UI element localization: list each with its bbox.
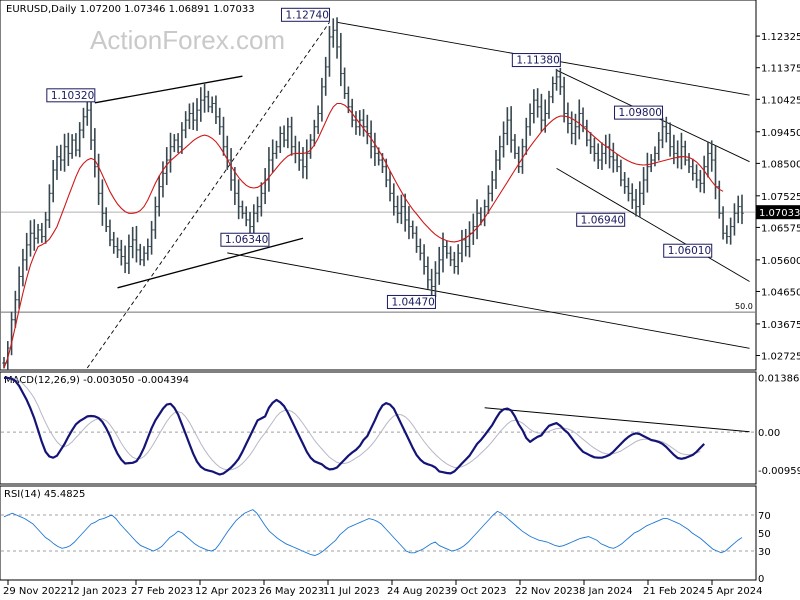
date-tick-label: 12 Jan 2023	[67, 586, 127, 597]
price-annotation-label: 1.10320	[51, 90, 94, 102]
last-price-box	[756, 205, 800, 220]
date-tick-label: 12 Apr 2023	[195, 586, 257, 597]
macd-trendline	[484, 407, 750, 433]
date-tick-label: 5 Apr 2024	[707, 586, 762, 597]
fibonacci-level-label: 50.0	[735, 302, 753, 311]
price-tick-label: 1.09450	[761, 128, 800, 139]
price-annotation-box	[614, 105, 664, 120]
watermark: ActionForex.com	[90, 25, 285, 55]
rsi-tick-label: 50	[758, 529, 771, 540]
trendline	[117, 237, 304, 289]
price-annotation-label: 1.04470	[391, 296, 434, 308]
price-annotation-label: 1.12740	[285, 9, 328, 21]
macd-title: MACD(12,26,9) -0.003050 -0.004394	[4, 375, 189, 386]
rsi-tick-label: 0	[758, 574, 764, 585]
price-annotation-box	[280, 7, 330, 22]
date-tick-label: 9 Oct 2023	[451, 586, 506, 597]
date-tick-label: 26 May 2023	[259, 586, 324, 597]
trendline	[94, 75, 243, 104]
price-tick-label: 1.08500	[761, 159, 800, 170]
date-tick-label: 11 Jul 2023	[323, 586, 380, 597]
price-annotation-label: 1.06340	[225, 234, 268, 246]
macd-tick-label: -0.009599	[758, 466, 800, 477]
price-tick-label: 1.07525	[761, 192, 800, 203]
macd-signal-line	[4, 377, 701, 471]
date-tick-label: 21 Feb 2024	[643, 586, 705, 597]
price-tick-label: 1.05600	[761, 256, 800, 267]
date-tick-label: 27 Feb 2023	[131, 586, 193, 597]
price-tick-label: 1.04650	[761, 287, 800, 298]
macd-tick-label: 0.013867	[758, 374, 800, 385]
price-chart-title: EURUSD,Daily 1.07200 1.07346 1.06891 1.0…	[6, 4, 255, 15]
price-annotation-label: 1.09800	[619, 107, 662, 119]
price-annotation-box	[220, 232, 270, 247]
price-tick-label: 1.02725	[761, 352, 800, 363]
trendline	[556, 167, 750, 282]
price-annotation-box	[663, 243, 713, 258]
price-annotation-box	[46, 88, 96, 103]
price-annotation-label: 1.06940	[581, 214, 624, 226]
moving-average-line	[3, 102, 724, 369]
date-tick-label: 24 Aug 2023	[387, 586, 451, 597]
rsi-line	[3, 509, 743, 556]
price-annotation-box	[386, 294, 436, 309]
date-tick-label: 29 Nov 2022	[3, 586, 67, 597]
price-tick-label: 1.11375	[761, 64, 800, 75]
price-tick-label: 1.12325	[761, 32, 800, 43]
price-annotation-label: 1.06010	[668, 245, 711, 257]
trendline	[227, 252, 750, 349]
macd-panel-frame	[0, 371, 757, 485]
price-annotation-label: 1.11380	[516, 55, 559, 67]
rsi-panel-frame	[0, 485, 757, 581]
trendline	[86, 22, 330, 369]
rsi-tick-label: 70	[758, 511, 771, 522]
price-panel-frame	[0, 0, 757, 371]
last-price-label: 1.07033	[759, 208, 800, 219]
macd-tick-label: 0.00	[758, 428, 780, 439]
date-tick-label: 8 Jan 2024	[579, 586, 633, 597]
rsi-title: RSI(14) 45.4825	[4, 489, 85, 500]
price-tick-label: 1.10425	[761, 95, 800, 106]
price-annotation-box	[576, 212, 626, 227]
price-tick-label: 1.06575	[761, 223, 800, 234]
macd-line	[4, 376, 705, 476]
price-tick-label: 1.03675	[761, 320, 800, 331]
rsi-tick-label: 30	[758, 547, 771, 558]
price-annotation-box	[511, 53, 561, 68]
date-tick-label: 22 Nov 2023	[515, 586, 579, 597]
